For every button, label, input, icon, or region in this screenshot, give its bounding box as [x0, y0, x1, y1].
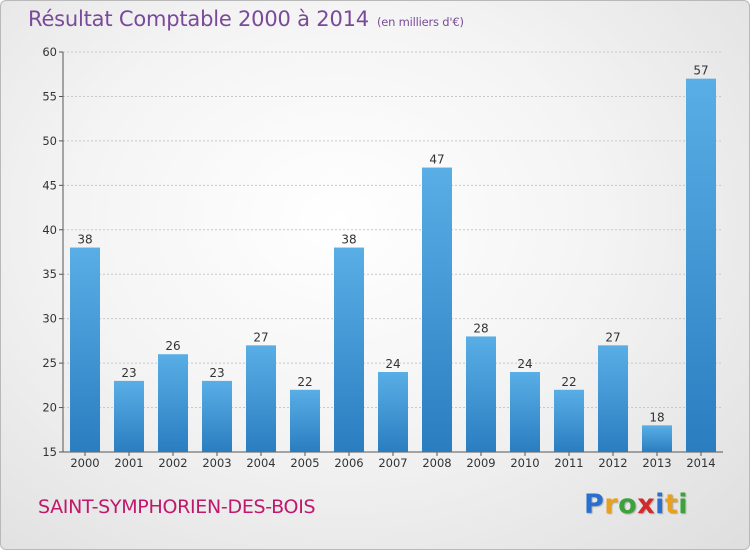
bar — [378, 372, 408, 452]
logo-letter: r — [604, 489, 619, 520]
bar — [158, 354, 188, 452]
x-tick-label: 2003 — [202, 456, 231, 470]
bar-value-label: 22 — [297, 375, 312, 389]
y-tick-label: 25 — [42, 356, 57, 370]
x-tick-label: 2013 — [642, 456, 671, 470]
y-tick-label: 45 — [42, 178, 57, 192]
logo-letter: x — [637, 489, 656, 520]
commune-name: SAINT-SYMPHORIEN-DES-BOIS — [38, 496, 316, 518]
bar-value-label: 57 — [693, 64, 708, 78]
x-tick-label: 2006 — [334, 456, 363, 470]
x-tick-label: 2001 — [114, 456, 143, 470]
x-tick-label: 2009 — [466, 456, 495, 470]
bar-value-label: 23 — [209, 366, 224, 380]
bar — [510, 372, 540, 452]
chart-title-block: Résultat Comptable 2000 à 2014 (en millie… — [28, 7, 464, 31]
bar — [70, 247, 100, 452]
y-tick-label: 55 — [42, 89, 57, 103]
bar-value-label: 27 — [605, 330, 620, 344]
bar — [422, 167, 452, 453]
chart-title: Résultat Comptable 2000 à 2014 — [28, 7, 369, 31]
bar — [246, 345, 276, 452]
logo-letter: P — [584, 489, 605, 520]
bar-value-label: 18 — [649, 410, 664, 424]
bar-value-label: 26 — [165, 339, 180, 353]
x-tick-label: 2012 — [598, 456, 627, 470]
logo-letter: i — [655, 489, 665, 520]
bar-value-label: 27 — [253, 330, 268, 344]
x-tick-label: 2008 — [422, 456, 451, 470]
y-tick-label: 60 — [42, 45, 57, 59]
bar — [290, 389, 320, 452]
bar-value-label: 47 — [429, 153, 444, 167]
bar — [598, 345, 628, 452]
bar-value-label: 24 — [517, 357, 532, 371]
bar — [202, 380, 232, 452]
bar-value-label: 28 — [473, 321, 488, 335]
x-tick-label: 2004 — [246, 456, 275, 470]
bar-value-label: 24 — [385, 357, 400, 371]
x-tick-label: 2010 — [510, 456, 539, 470]
y-tick-label: 30 — [42, 312, 57, 326]
bar-value-label: 22 — [561, 375, 576, 389]
x-tick-label: 2002 — [158, 456, 187, 470]
bar — [114, 380, 144, 452]
x-tick-label: 2011 — [554, 456, 583, 470]
logo-letter: o — [618, 489, 638, 520]
logo-letter: i — [678, 489, 689, 520]
x-tick-label: 2005 — [290, 456, 319, 470]
bar — [642, 425, 672, 452]
bar-value-label: 38 — [341, 233, 356, 247]
x-tick-label: 2014 — [686, 456, 715, 470]
bar — [686, 78, 716, 453]
logo-letter: t — [664, 489, 679, 520]
y-tick-label: 15 — [42, 445, 57, 459]
bar — [466, 336, 496, 452]
bar-value-label: 38 — [77, 233, 92, 247]
y-tick-label: 50 — [42, 134, 57, 148]
y-tick-label: 20 — [42, 401, 57, 415]
bar-value-label: 23 — [121, 366, 136, 380]
x-tick-label: 2007 — [378, 456, 407, 470]
y-tick-label: 40 — [42, 223, 57, 237]
chart-subtitle: (en milliers d'€) — [376, 15, 464, 29]
y-tick-label: 35 — [42, 267, 57, 281]
bar — [334, 247, 364, 452]
bar — [554, 389, 584, 452]
proxiti-logo: Proxiti — [584, 489, 688, 520]
x-tick-label: 2000 — [70, 456, 99, 470]
